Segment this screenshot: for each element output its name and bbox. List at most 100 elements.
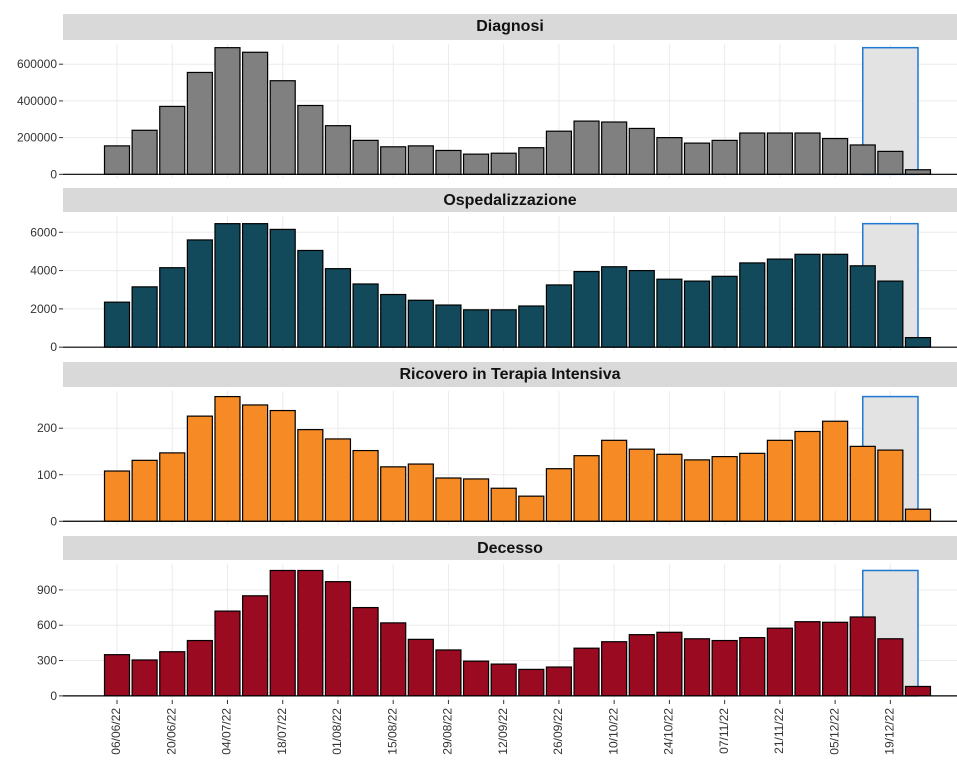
bar <box>739 452 766 522</box>
bar <box>407 463 434 522</box>
bar <box>518 495 545 522</box>
panel-title: Ricovero in Terapia Intensiva <box>399 366 620 383</box>
bar <box>435 649 462 697</box>
bar <box>849 616 876 697</box>
y-tick-label: 200 <box>37 421 57 435</box>
bar <box>628 448 655 522</box>
bar <box>380 622 407 697</box>
y-tick-label: 200000 <box>17 131 57 145</box>
x-tick-label: 06/06/22 <box>109 708 123 755</box>
bar <box>904 685 932 697</box>
panel-title: Ospedalizzazione <box>443 192 576 209</box>
bar <box>269 228 296 348</box>
y-tick-label: 400000 <box>17 94 57 108</box>
x-tick-label: 12/09/22 <box>496 708 510 755</box>
bar <box>794 253 821 348</box>
bar <box>683 638 711 697</box>
x-tick-label: 21/11/22 <box>772 708 786 754</box>
bar <box>683 142 711 175</box>
bar <box>131 286 158 348</box>
bar <box>462 660 490 697</box>
bar <box>103 470 131 522</box>
bar <box>407 638 434 697</box>
bar <box>490 152 517 175</box>
bar <box>324 125 352 175</box>
y-tick-label: 0 <box>50 340 57 354</box>
bar <box>518 305 545 348</box>
bar <box>462 153 490 175</box>
bar <box>573 270 600 348</box>
bar <box>711 139 738 175</box>
bar <box>766 132 793 175</box>
bar <box>269 569 296 697</box>
bar <box>739 132 766 175</box>
x-tick-label: 15/08/22 <box>385 708 399 755</box>
bar <box>242 51 269 175</box>
y-tick-label: 6000 <box>30 225 57 239</box>
bar <box>711 639 738 697</box>
bar <box>628 269 655 348</box>
x-tick-label: 05/12/22 <box>827 708 841 755</box>
bar <box>766 439 793 522</box>
bar <box>656 453 683 522</box>
y-tick-label: 100 <box>37 468 57 482</box>
x-tick-label: 19/12/22 <box>883 708 897 755</box>
bar <box>794 430 821 522</box>
y-tick-label: 600 <box>37 618 57 632</box>
bar <box>352 139 379 175</box>
x-tick-label: 18/07/22 <box>275 708 289 755</box>
bar <box>739 636 766 697</box>
x-tick-label: 20/06/22 <box>164 708 178 755</box>
bar <box>545 666 573 697</box>
bar <box>545 284 573 348</box>
bar <box>297 104 324 175</box>
strip <box>63 188 957 212</box>
bar <box>573 455 600 522</box>
bar <box>462 309 490 348</box>
bar <box>683 459 711 522</box>
bar <box>904 169 932 175</box>
y-tick-label: 4000 <box>30 264 57 278</box>
panel-title: Decesso <box>477 540 543 557</box>
bar <box>711 456 738 522</box>
bar <box>877 150 904 175</box>
y-tick-label: 600000 <box>17 57 57 71</box>
bar <box>822 253 849 348</box>
bar <box>904 336 932 348</box>
bar <box>628 634 655 697</box>
bar <box>877 638 904 697</box>
bar <box>352 283 379 348</box>
x-tick-label: 26/09/22 <box>551 708 565 755</box>
x-tick-label: 07/11/22 <box>717 708 731 754</box>
y-tick-label: 0 <box>50 689 57 703</box>
bar <box>242 595 269 697</box>
bar <box>324 268 352 348</box>
bar <box>518 668 545 697</box>
bar <box>711 275 738 348</box>
bar <box>407 299 434 348</box>
bar <box>435 149 462 175</box>
bar <box>214 47 241 175</box>
bar <box>380 146 407 175</box>
y-tick-label: 0 <box>50 167 57 181</box>
bar <box>435 477 462 522</box>
bar <box>103 301 131 348</box>
bar <box>490 309 517 348</box>
bar <box>297 429 324 522</box>
bar <box>186 71 213 175</box>
y-tick-label: 900 <box>37 583 57 597</box>
bar <box>849 445 876 522</box>
bar <box>297 249 324 348</box>
bar <box>822 420 849 522</box>
bar <box>601 121 628 175</box>
x-tick-label: 29/08/22 <box>441 708 455 755</box>
bar <box>545 468 573 522</box>
bar <box>131 129 158 175</box>
bar <box>656 137 683 175</box>
bar <box>601 641 628 697</box>
y-tick-label: 0 <box>50 514 57 528</box>
bar <box>242 404 269 522</box>
bar <box>380 466 407 522</box>
bar <box>103 654 131 697</box>
